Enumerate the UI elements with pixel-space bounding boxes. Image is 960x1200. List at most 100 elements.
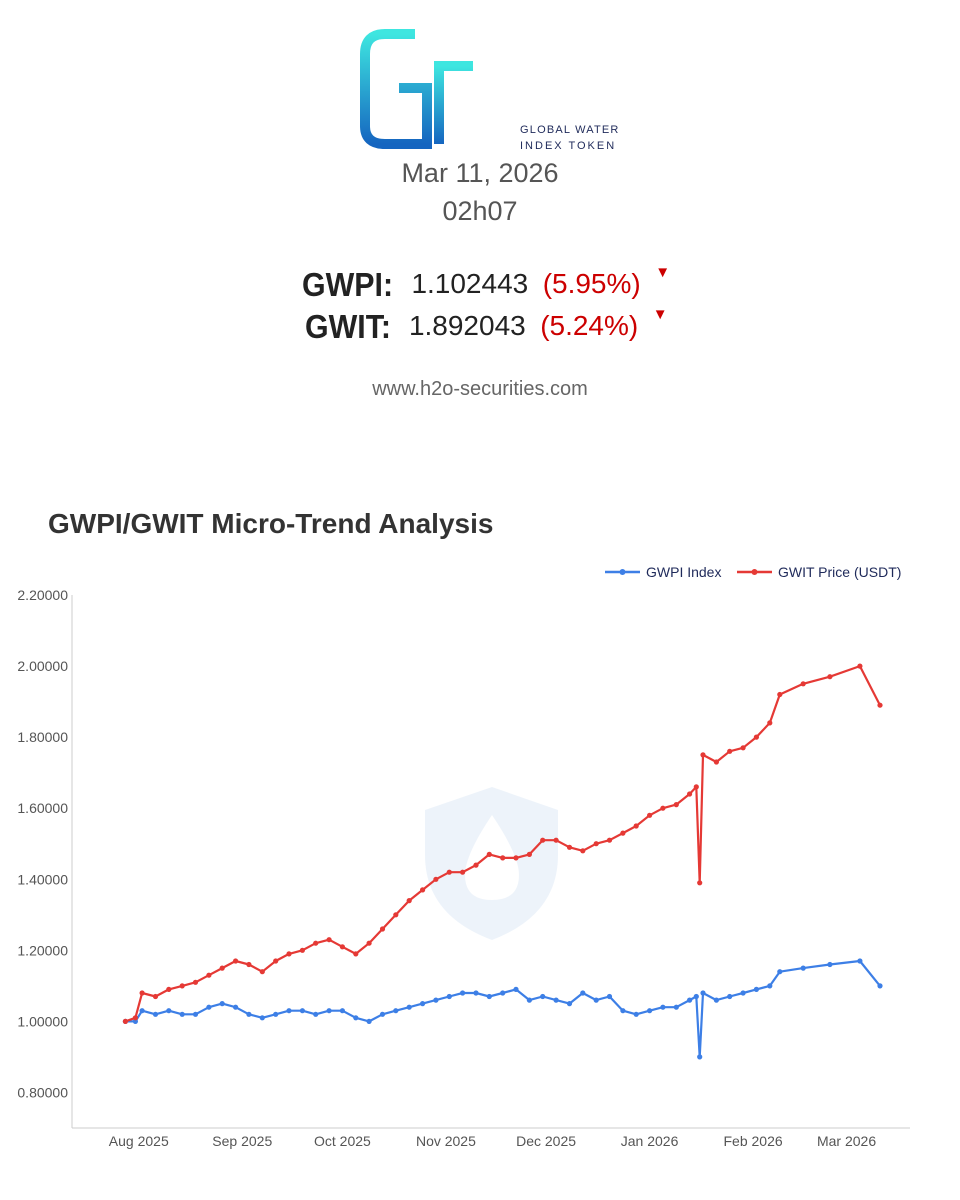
down-arrow-icon: ▼ <box>655 264 671 281</box>
data-point <box>697 1054 703 1060</box>
data-point <box>152 1011 159 1017</box>
data-point <box>446 993 452 1000</box>
data-point <box>593 841 599 847</box>
y-tick-label: 1.80000 <box>17 729 68 745</box>
x-tick-label: Aug 2025 <box>109 1133 169 1149</box>
data-point <box>406 1004 412 1010</box>
chart-legend[interactable]: GWPI Index GWIT Price (USDT) <box>605 564 901 580</box>
data-point <box>233 958 239 964</box>
data-point <box>857 663 863 669</box>
data-point <box>379 926 386 932</box>
data-point <box>299 1008 305 1014</box>
data-point <box>693 784 699 790</box>
ticker-value: 1.102443 <box>411 268 529 299</box>
data-point <box>633 1011 639 1017</box>
data-point <box>700 752 706 758</box>
data-point <box>740 745 746 751</box>
y-tick-label: 2.20000 <box>17 587 68 603</box>
data-point <box>219 1001 225 1007</box>
chart-series <box>122 663 883 1060</box>
ticker-value: 1.892043 <box>408 310 526 341</box>
x-tick-label: Mar 2026 <box>817 1133 876 1149</box>
ticker-change: (5.95%) <box>542 268 641 299</box>
data-point <box>132 1018 138 1024</box>
data-point <box>620 830 626 836</box>
data-point <box>313 1011 319 1017</box>
data-point <box>693 993 699 1000</box>
y-tick-label: 2.00000 <box>17 658 68 674</box>
data-point <box>206 972 212 978</box>
legend-label: GWIT Price (USDT) <box>778 564 901 580</box>
data-point <box>540 993 546 1000</box>
data-point <box>393 912 399 918</box>
ticker-change: (5.24%) <box>540 310 639 341</box>
x-tick-label: Dec 2025 <box>516 1133 576 1149</box>
data-point <box>233 1004 239 1010</box>
logo-tagline-1: GLOBAL WATER <box>520 124 620 136</box>
data-point <box>473 862 479 868</box>
data-point <box>540 837 546 843</box>
data-point <box>553 837 559 843</box>
data-point <box>219 965 225 971</box>
data-point <box>313 940 319 946</box>
data-point <box>513 986 519 992</box>
data-point <box>460 990 466 996</box>
data-point <box>606 837 613 843</box>
data-point <box>259 1015 265 1021</box>
website-link[interactable]: www.h2o-securities.com <box>372 378 588 400</box>
data-point <box>433 997 439 1003</box>
logo-tagline-2: INDEX TOKEN <box>520 140 617 152</box>
data-point <box>620 1008 626 1014</box>
data-point <box>192 979 199 985</box>
data-point <box>152 993 159 1000</box>
data-point <box>366 1018 372 1024</box>
data-point <box>800 681 806 687</box>
data-point <box>246 961 252 968</box>
data-point <box>553 997 559 1003</box>
data-point <box>406 898 412 904</box>
data-point <box>647 812 653 818</box>
legend-gwit[interactable]: GWIT Price (USDT) <box>737 564 901 580</box>
data-point <box>513 855 519 861</box>
data-point <box>777 691 783 698</box>
water-drop-watermark-icon <box>425 787 558 940</box>
data-point <box>446 869 452 875</box>
x-tick-label: Jan 2026 <box>621 1133 679 1149</box>
data-point <box>800 965 806 971</box>
data-point <box>339 944 345 950</box>
header: GLOBAL WATER INDEX TOKEN Mar 11, 2026 02… <box>0 0 960 430</box>
trend-chart: 2.20000 2.00000 1.80000 1.60000 1.40000 1.200… <box>17 564 910 1149</box>
data-point <box>379 1011 386 1017</box>
legend-label: GWPI Index <box>646 564 721 580</box>
data-point <box>827 674 833 680</box>
data-point <box>286 1008 292 1014</box>
ticker-gwit: GWIT: 1.892043 (5.24%) ▼ <box>305 306 668 348</box>
x-tick-label: Nov 2025 <box>416 1133 476 1149</box>
data-point <box>179 1011 185 1017</box>
ticker-gwpi: GWPI: 1.102443 (5.95%) ▼ <box>302 264 671 306</box>
data-point <box>580 848 586 854</box>
data-point <box>767 720 773 726</box>
data-point <box>286 951 292 957</box>
legend-gwpi[interactable]: GWPI Index <box>605 564 721 580</box>
data-point <box>687 791 693 797</box>
series-line-gwpi <box>125 959 881 1058</box>
data-point <box>687 997 693 1003</box>
data-point <box>767 983 773 989</box>
legend-marker <box>619 569 626 575</box>
data-point <box>420 887 426 893</box>
data-point <box>259 969 265 975</box>
data-point <box>697 880 703 886</box>
data-point <box>647 1008 653 1014</box>
x-tick-label: Sep 2025 <box>212 1133 272 1149</box>
data-point <box>827 961 833 968</box>
data-point <box>366 940 372 946</box>
data-point <box>660 805 666 811</box>
data-point <box>166 986 172 992</box>
data-point <box>353 1015 359 1021</box>
down-arrow-icon: ▼ <box>652 306 668 323</box>
chart-axes <box>71 595 910 1129</box>
data-point <box>777 969 783 975</box>
data-point <box>206 1004 212 1010</box>
y-tick-label: 1.20000 <box>17 942 68 958</box>
